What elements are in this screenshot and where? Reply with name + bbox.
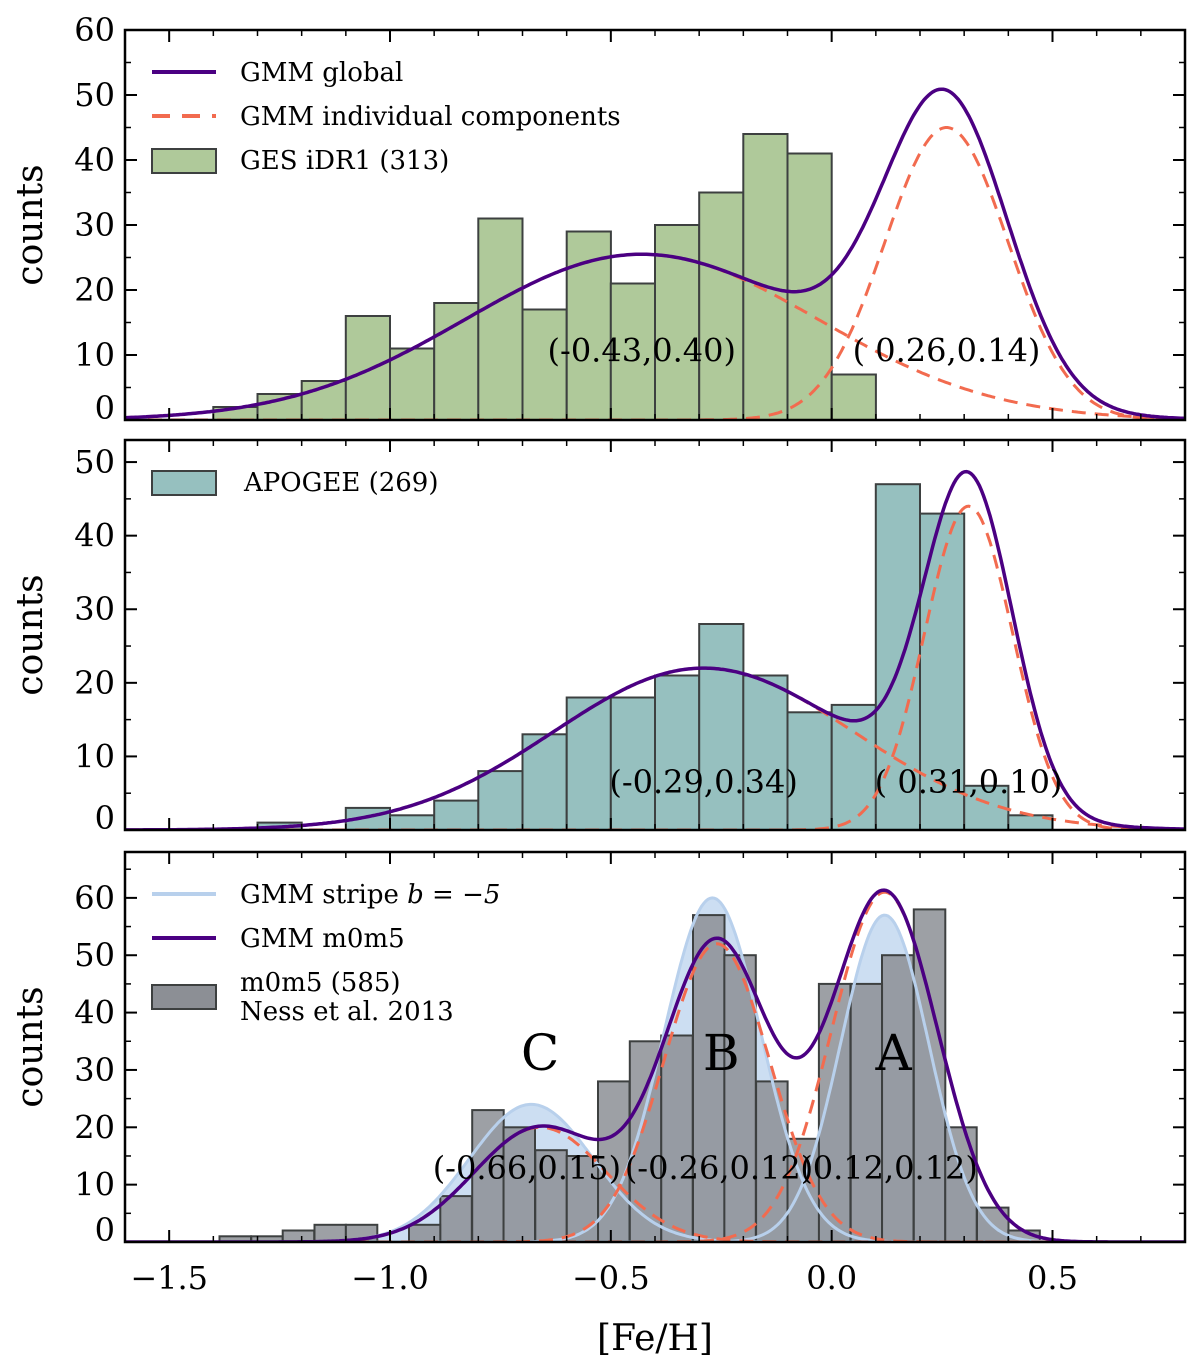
- gmm-component-line-0: [125, 1125, 1185, 1242]
- x-tick-label: 0.5: [1027, 1259, 1078, 1297]
- hist-bar: [912, 908, 947, 1244]
- component-param-label: (-0.29,0.34): [609, 763, 797, 801]
- x-axis-label: [Fe/H]: [597, 1318, 713, 1359]
- legend-label: Ness et al. 2013: [240, 997, 454, 1027]
- y-tick-label: 30: [74, 1051, 115, 1089]
- y-tick-label: 0: [95, 1211, 115, 1249]
- y-tick-label: 50: [74, 443, 115, 481]
- legend: APOGEE (269): [151, 468, 439, 498]
- hist-bar: [433, 799, 480, 831]
- hist-bar: [742, 674, 789, 831]
- y-tick-label: 20: [74, 271, 115, 309]
- y-tick-label: 30: [74, 590, 115, 628]
- hist-bar: [786, 711, 833, 831]
- legend: GMM stripe b = −5 GMM m0m5 m0m5 (585)Ness…: [151, 880, 500, 1027]
- y-tick-label: 20: [74, 664, 115, 702]
- hist-bar: [881, 954, 915, 1243]
- x-tick-label: −0.5: [572, 1259, 650, 1297]
- hist-bar: [698, 191, 745, 421]
- x-tick-label: −1.0: [351, 1259, 429, 1297]
- hist-bar: [344, 315, 391, 421]
- hist-bar: [408, 1223, 442, 1244]
- hist-bar: [742, 133, 789, 421]
- legend-swatch: [151, 984, 217, 1010]
- y-tick-label: 50: [74, 936, 115, 974]
- component-param-label: (-0.66,0.15): [433, 1149, 621, 1187]
- panel-middle: 0 10 20 30 40 50 counts (-0.29,0.34) ( 0.31,0.10…: [10, 438, 1187, 837]
- legend-swatch: [151, 470, 217, 496]
- hist-bar: [521, 308, 568, 421]
- component-param-label: (-0.43,0.40): [548, 332, 736, 370]
- legend-label: GMM stripe b = −5: [240, 880, 500, 910]
- y-tick-label: 60: [74, 11, 115, 49]
- y-tick-label: 60: [74, 879, 115, 917]
- hist-bar: [654, 674, 701, 831]
- legend-label: GMM m0m5: [240, 924, 405, 954]
- hist-bar: [521, 733, 568, 831]
- hist-bar: [723, 954, 757, 1243]
- y-axis-label: counts: [10, 986, 51, 1107]
- component-letter-A: A: [874, 1024, 912, 1082]
- y-tick-label: 10: [74, 737, 115, 775]
- component-param-label: ( 0.26,0.14): [853, 332, 1041, 370]
- gmm-global-line: [125, 87, 1185, 420]
- x-tick-label: −1.5: [130, 1259, 208, 1297]
- hist-bar: [628, 1040, 663, 1244]
- legend-label: APOGEE (269): [243, 468, 439, 498]
- component-param-label: (0.12,0.12): [800, 1149, 978, 1187]
- legend: GMM global GMM individual components GES …: [151, 58, 621, 176]
- component-letter-C: C: [521, 1024, 559, 1082]
- hist-bar: [439, 1195, 473, 1243]
- legend-swatch: [151, 148, 217, 174]
- legend-label: GES iDR1 (313): [240, 146, 449, 176]
- hist-bar: [830, 373, 877, 421]
- hist-bar: [874, 483, 921, 831]
- x-tick-label: 0.0: [806, 1259, 857, 1297]
- y-axis-label: counts: [10, 574, 51, 695]
- component-param-label: (-0.26,0.12): [625, 1149, 813, 1187]
- hist-bar: [830, 703, 877, 832]
- hist-bar: [477, 770, 524, 831]
- legend-label: m0m5 (585): [240, 968, 401, 998]
- y-tick-label: 40: [74, 517, 115, 555]
- hist-bar: [389, 347, 436, 421]
- y-tick-label: 40: [74, 994, 115, 1032]
- hist-bar: [692, 914, 726, 1243]
- gmm-component-line-1: [125, 126, 1185, 420]
- stripe-line-1: [125, 896, 1185, 1242]
- y-tick-label: 50: [74, 76, 115, 114]
- hist-bar: [660, 1034, 694, 1243]
- y-tick-label: 20: [74, 1108, 115, 1146]
- hist-bar: [256, 393, 303, 421]
- y-tick-label: 30: [74, 206, 115, 244]
- hist-bar: [477, 217, 524, 421]
- y-tick-label: 10: [74, 336, 115, 374]
- y-tick-label: 0: [95, 389, 115, 427]
- stripe-line-2: [125, 913, 1185, 1242]
- legend-label: GMM global: [240, 58, 403, 88]
- panel-bottom: 0 10 20 30 40 50 60 −1.5 −1.0 −0.5 0.0 0.5 [Fe/H] cou…: [10, 850, 1187, 1359]
- y-tick-label: 40: [74, 141, 115, 179]
- component-param-label: ( 0.31,0.10): [875, 763, 1063, 801]
- hist-bar: [389, 814, 436, 831]
- component-letter-B: B: [703, 1024, 740, 1082]
- legend-label: GMM individual components: [240, 102, 621, 132]
- panel-top: 0 10 20 30 40 50 60 counts (-0.43,0.40) ( 0.26,0.…: [10, 11, 1187, 427]
- y-axis-label: counts: [10, 164, 51, 285]
- hist-bar: [433, 302, 480, 421]
- y-tick-label: 0: [95, 799, 115, 837]
- hist-bar: [786, 152, 833, 421]
- hist-bar: [849, 982, 884, 1244]
- y-tick-label: 10: [74, 1166, 115, 1204]
